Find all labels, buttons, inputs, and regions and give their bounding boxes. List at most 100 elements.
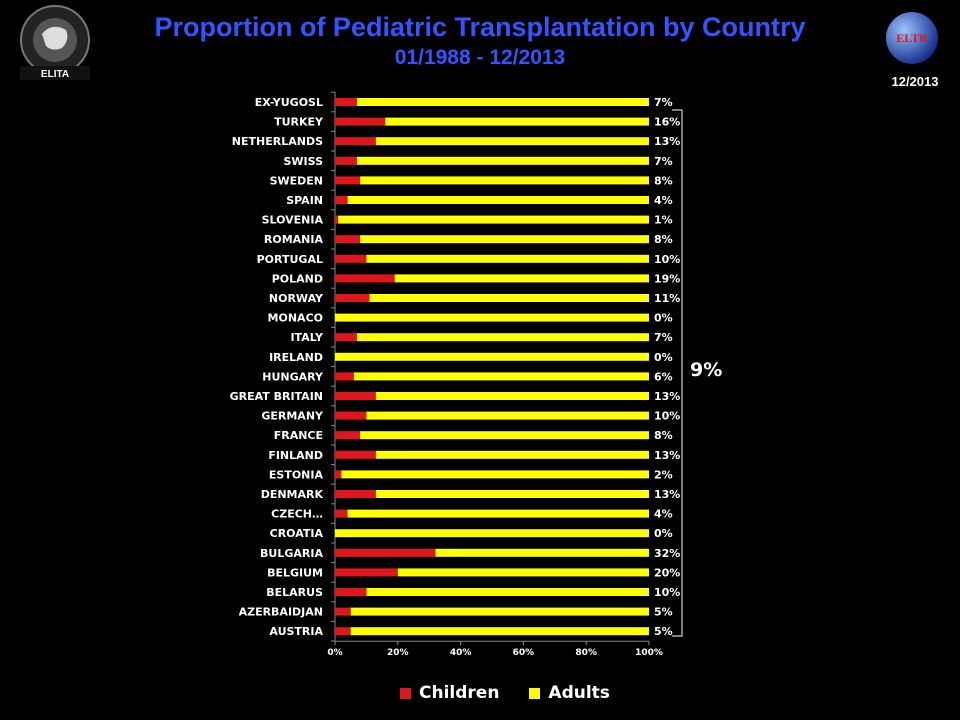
category-label: TURKEY <box>274 116 324 129</box>
category-label: GREAT BRITAIN <box>230 390 323 403</box>
data-label: 8% <box>654 429 673 442</box>
legend-label-adults: Adults <box>548 683 610 703</box>
bar-adults <box>360 235 649 244</box>
category-label: GERMANY <box>261 410 324 423</box>
eltr-globe-logo: ELTR <box>886 12 938 64</box>
category-label: NORWAY <box>269 292 324 305</box>
category-label: BELGIUM <box>267 566 323 579</box>
bar-children <box>335 568 398 577</box>
elita-logo-text: ELITA <box>41 69 69 80</box>
category-label: MONACO <box>268 312 323 325</box>
category-label: SWEDEN <box>270 174 323 187</box>
data-label: 6% <box>654 370 673 383</box>
bar-children <box>335 509 348 518</box>
legend-swatch-adults <box>529 687 541 699</box>
bar-adults <box>375 137 649 146</box>
category-label: PORTUGAL <box>257 253 323 266</box>
category-label: AZERBAIDJAN <box>239 606 323 619</box>
bar-children <box>335 176 361 185</box>
bar-children <box>335 137 376 146</box>
bar-adults <box>360 431 649 440</box>
x-tick-label: 100% <box>635 648 663 658</box>
bar-adults <box>335 313 649 322</box>
data-label: 0% <box>654 527 673 540</box>
data-label: 4% <box>654 194 673 207</box>
bar-adults <box>356 98 649 106</box>
data-label: 7% <box>654 155 673 168</box>
bar-children <box>335 196 348 204</box>
bar-adults <box>366 411 649 420</box>
bar-children <box>335 254 367 263</box>
bar-children <box>335 294 370 302</box>
bar-adults <box>397 568 649 577</box>
data-label: 8% <box>654 233 673 246</box>
eltr-logo-text: ELTR <box>896 31 928 45</box>
data-label: 1% <box>654 214 673 227</box>
bar-adults <box>369 294 649 302</box>
data-label: 5% <box>654 625 673 638</box>
data-label: 13% <box>654 390 680 403</box>
data-label: 10% <box>654 586 680 599</box>
overall-bracket <box>672 109 683 637</box>
bar-adults <box>356 156 649 165</box>
data-label: 13% <box>654 449 680 462</box>
bar-adults <box>375 392 649 400</box>
legend-item-children: Children <box>400 683 499 703</box>
bar-children <box>335 333 357 342</box>
bar-children <box>335 607 351 616</box>
bar-children <box>335 627 351 636</box>
bar-adults <box>341 470 649 479</box>
bar-children <box>335 588 367 596</box>
bar-children <box>335 490 376 498</box>
report-date: 12/2013 <box>891 74 939 89</box>
data-label: 11% <box>654 292 680 305</box>
legend-swatch-children <box>400 687 411 699</box>
bar-adults <box>366 588 649 596</box>
bar-adults <box>375 490 649 498</box>
category-label: ROMANIA <box>264 233 324 246</box>
bar-adults <box>385 117 649 126</box>
bar-children <box>335 235 361 244</box>
category-label: DENMARK <box>261 488 324 501</box>
bar-adults <box>353 372 649 381</box>
category-label: BULGARIA <box>260 547 323 560</box>
bar-children <box>335 450 376 459</box>
category-label: ITALY <box>290 331 324 344</box>
bar-adults <box>360 176 649 185</box>
data-label: 0% <box>654 312 673 325</box>
category-label: EX-YUGOSL <box>255 96 323 109</box>
elita-logo: ELITA <box>20 5 90 80</box>
data-label: 4% <box>654 508 673 521</box>
bar-children <box>335 548 436 557</box>
bar-adults <box>435 548 649 557</box>
bar-adults <box>338 215 649 224</box>
data-label: 13% <box>654 488 680 501</box>
bar-adults <box>356 333 649 342</box>
bar-adults <box>347 509 649 518</box>
bar-adults <box>347 196 649 204</box>
bar-children <box>335 372 354 381</box>
category-label: BELARUS <box>266 586 323 599</box>
x-tick-label: 80% <box>575 648 597 658</box>
data-label: 32% <box>654 547 680 560</box>
legend-item-adults: Adults <box>529 683 610 703</box>
bar-adults <box>335 529 649 538</box>
legend-label-children: Children <box>419 683 500 703</box>
data-label: 7% <box>654 96 673 109</box>
category-label: FRANCE <box>274 429 323 442</box>
data-label: 5% <box>654 606 673 619</box>
category-label: CROATIA <box>270 527 324 540</box>
data-label: 2% <box>654 468 673 481</box>
bar-adults <box>375 450 649 459</box>
page-subtitle: 01/1988 - 12/2013 <box>394 46 566 69</box>
x-tick-label: 0% <box>327 648 342 658</box>
bar-children <box>335 392 376 400</box>
category-label: SLOVENIA <box>262 214 324 227</box>
category-label: SWISS <box>284 155 324 168</box>
data-label: 0% <box>654 351 673 364</box>
x-tick-label: 20% <box>387 648 409 658</box>
data-label: 10% <box>654 410 680 423</box>
data-label: 16% <box>654 116 680 129</box>
data-label: 13% <box>654 135 680 148</box>
